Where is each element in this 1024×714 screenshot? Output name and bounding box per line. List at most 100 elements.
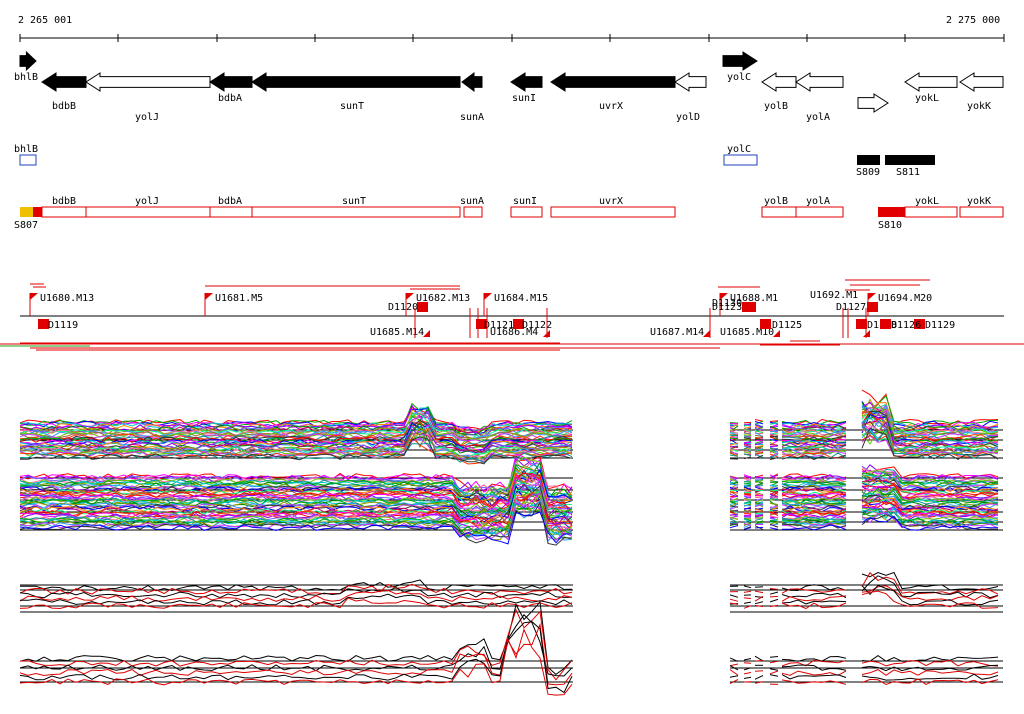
profile-line — [769, 523, 779, 528]
profile-line — [861, 481, 999, 498]
downshift-label-D1127: D1127 — [836, 302, 866, 313]
profile-line — [754, 501, 764, 505]
profile-line — [743, 488, 752, 492]
profile-line — [769, 444, 779, 446]
gene-label-yolD: yolD — [676, 112, 700, 123]
profile-line — [754, 675, 764, 680]
profile-line — [743, 443, 752, 448]
transcript-filled-S810 — [878, 207, 905, 217]
profile-line — [19, 583, 573, 595]
profile-line — [781, 454, 847, 461]
profile-line — [743, 605, 752, 609]
upshift-flag — [484, 293, 492, 300]
upshift-label-U1688.M1: U1688.M1 — [730, 293, 778, 304]
ruler-end-label: 2 275 000 — [946, 15, 1000, 26]
profile-line — [754, 419, 764, 422]
profile-line — [861, 416, 999, 452]
profile-line — [743, 438, 752, 442]
profile-line — [781, 524, 847, 531]
profile-line — [729, 448, 739, 451]
gene-arrow-sunT — [251, 72, 461, 92]
boxed-label-bhlB: bhlB — [14, 144, 38, 155]
profile-line — [754, 451, 764, 455]
profile-line — [729, 451, 739, 455]
upshift-label-U1685.M10: U1685.M10 — [720, 327, 774, 338]
profile-line — [743, 423, 752, 426]
transcript-box-bdbA — [209, 206, 253, 218]
profile-line — [769, 425, 779, 430]
profile-line — [19, 621, 573, 694]
profile-line — [861, 434, 999, 459]
profile-line — [769, 445, 779, 448]
profile-line — [769, 510, 779, 513]
profile-line — [743, 498, 752, 501]
profile-line — [743, 445, 752, 449]
transcript-box-bdbB — [41, 206, 87, 218]
profile-line — [781, 595, 847, 602]
upshift-label-U1680.M13: U1680.M13 — [40, 293, 94, 304]
profile-line — [743, 485, 752, 488]
profile-line — [19, 491, 573, 527]
profile-line — [769, 457, 779, 461]
profile-line — [861, 403, 998, 437]
profile-line — [19, 500, 573, 540]
profile-line — [781, 477, 847, 484]
transcript-gene-label-bdbB: bdbB — [52, 196, 76, 207]
profile-line — [861, 429, 999, 454]
gene-label-bhlB: bhlB — [14, 72, 38, 83]
upshift-flag — [868, 293, 876, 300]
downshift-label-D1119: D1119 — [48, 320, 78, 331]
profile-line — [19, 496, 573, 527]
ruler-ticks — [19, 34, 1005, 42]
profile-line — [754, 520, 764, 525]
downshift-label-D1120: D1120 — [388, 302, 418, 313]
transcript-box-yokL — [904, 206, 958, 218]
profile-line — [754, 485, 764, 490]
profile-line — [769, 595, 779, 598]
profile-line — [754, 526, 764, 529]
profile-line — [743, 478, 752, 481]
profile-line — [769, 515, 779, 519]
transcript-label-S810: S810 — [878, 220, 902, 231]
transcript-gene-label-bdbA: bdbA — [218, 196, 242, 207]
profile-line — [729, 657, 739, 662]
black-block-label-S809: S809 — [856, 167, 880, 178]
profile-line — [729, 476, 739, 483]
profile-line — [754, 586, 764, 588]
profile-line — [861, 513, 999, 527]
gene-label-yokL: yokL — [915, 93, 939, 104]
profile-line — [861, 402, 999, 430]
profile-line — [769, 496, 779, 499]
upshift-label-U1682.M13: U1682.M13 — [416, 293, 470, 304]
downshift-label-D1130: D1130 — [712, 298, 742, 309]
upshift-low-flag — [773, 330, 780, 337]
transcript-box-yokK — [959, 206, 1004, 218]
gene-arrow-sunA — [461, 72, 483, 92]
profile-line — [781, 452, 847, 460]
gene-arrow-bdbB — [41, 72, 87, 92]
profile-line — [769, 484, 779, 489]
gene-arrow-uvrX — [550, 72, 676, 92]
profile-line — [729, 446, 739, 448]
profile-line — [781, 659, 847, 667]
profile-line — [861, 571, 999, 591]
profile-line — [781, 480, 847, 486]
profile-line — [781, 428, 847, 436]
profile-line — [754, 670, 764, 672]
profile-line — [743, 495, 752, 497]
profile-line — [729, 516, 739, 521]
profile-line — [769, 505, 779, 509]
profile-line — [743, 428, 752, 432]
profile-line — [769, 454, 779, 458]
gene-label-sunA: sunA — [460, 112, 484, 123]
profile-line — [781, 449, 847, 456]
profile-line — [754, 503, 764, 508]
profile-line — [769, 490, 779, 495]
profile-line — [781, 509, 847, 516]
gene-arrow-yolA — [795, 72, 844, 92]
black-block-S811 — [885, 155, 935, 165]
profile-line — [19, 412, 573, 439]
profile-line — [743, 448, 752, 452]
profile-line — [729, 491, 739, 494]
